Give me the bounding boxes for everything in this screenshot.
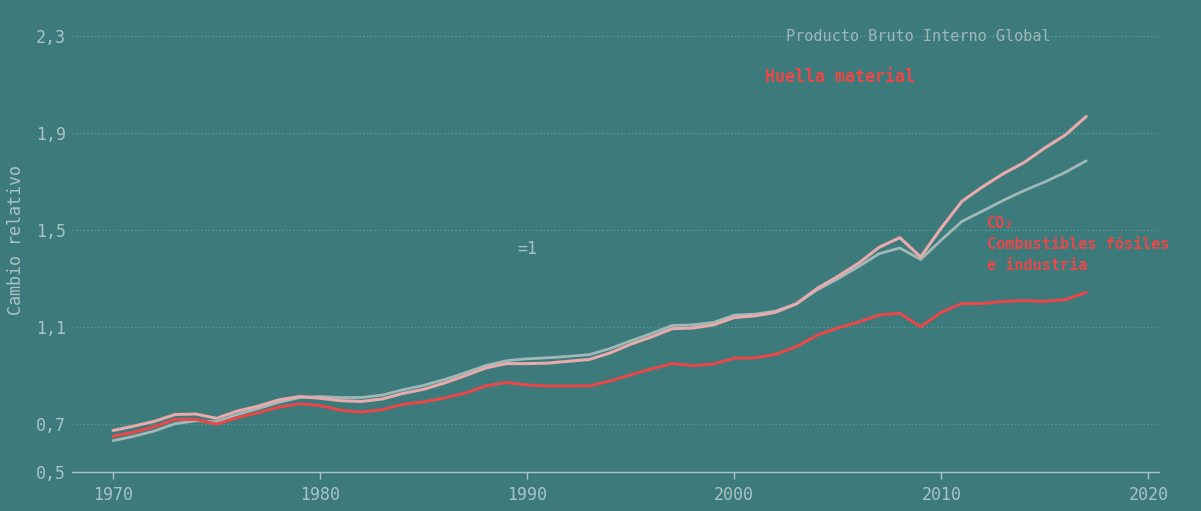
Y-axis label: Cambio relativo: Cambio relativo [7,165,25,315]
Text: Huella material: Huella material [765,68,915,86]
Text: CO₂
Combustibles fósiles
e industria: CO₂ Combustibles fósiles e industria [987,216,1170,273]
Text: =1: =1 [518,240,537,258]
Text: Producto Bruto Interno Global: Producto Bruto Interno Global [785,29,1051,43]
